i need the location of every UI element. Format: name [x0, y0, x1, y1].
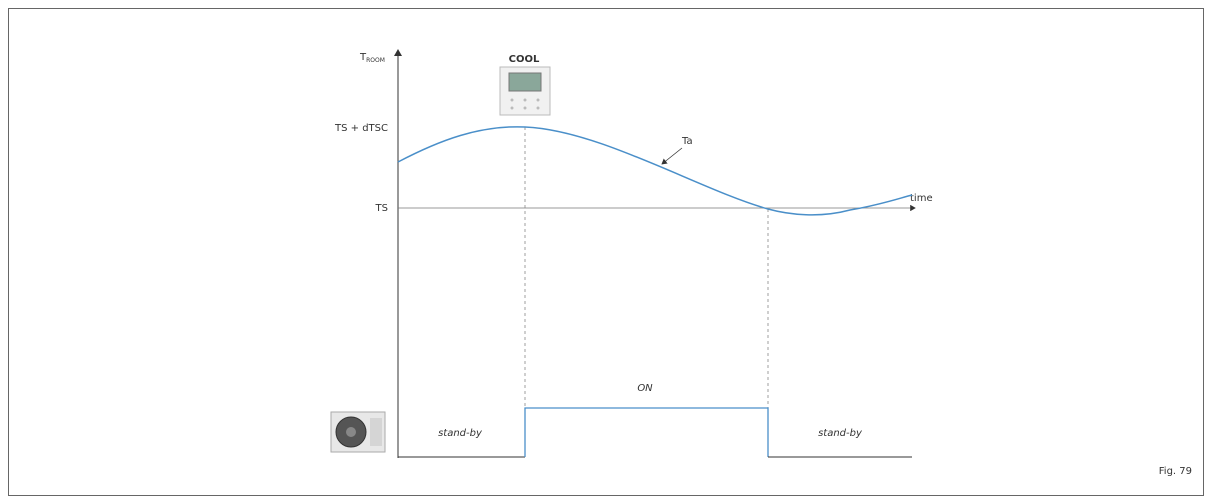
level-label: TS	[375, 203, 388, 214]
temperature-curve	[397, 126, 913, 216]
outdoor-unit-icon	[330, 411, 386, 453]
x-label: time	[910, 193, 933, 204]
state-label: stand-by	[438, 428, 483, 439]
remote-label: COOL	[509, 54, 540, 65]
pointer	[661, 147, 683, 165]
state-label: stand-by	[818, 428, 863, 439]
figure-label: Fig. 79	[1159, 466, 1192, 477]
frame	[8, 8, 1204, 496]
state-label: ON	[637, 383, 653, 394]
level-label: TS + dTSC	[334, 123, 388, 134]
curve-label: Ta	[681, 136, 693, 147]
signal-on	[524, 407, 769, 457]
y-label: TROOM	[359, 52, 385, 64]
remote-icon	[499, 66, 551, 116]
